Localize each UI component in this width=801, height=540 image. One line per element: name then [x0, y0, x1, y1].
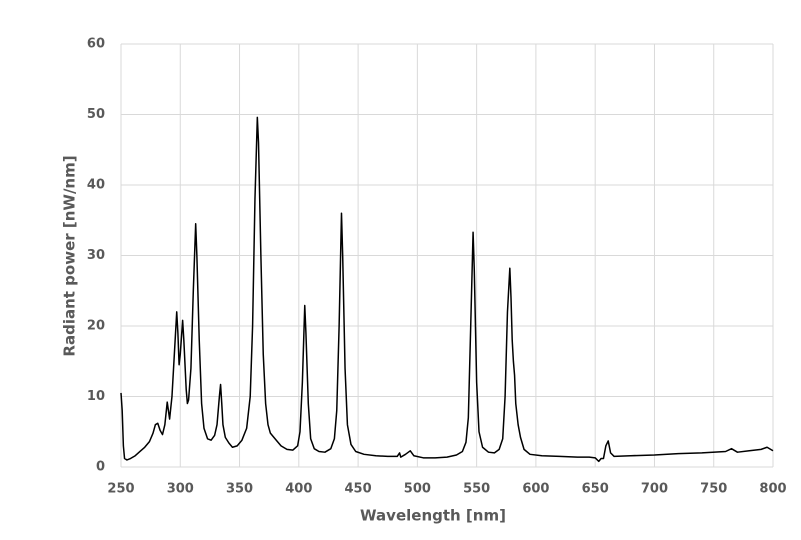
spectrum-line: [120, 116, 774, 463]
x-tick-label: 650: [582, 482, 609, 497]
x-axis-label: Wavelength [nm]: [360, 507, 506, 525]
x-tick-label: 800: [759, 482, 786, 497]
x-tick-label: 700: [641, 482, 668, 497]
x-tick-label: 750: [700, 482, 727, 497]
y-tick-label: 0: [96, 460, 105, 475]
y-tick-label: 60: [87, 37, 105, 52]
x-tick-label: 350: [226, 482, 253, 497]
x-tick-label: 400: [285, 482, 312, 497]
x-tick-label: 600: [522, 482, 549, 497]
x-tick-label: 250: [107, 482, 134, 497]
x-tick-label: 450: [345, 482, 372, 497]
y-tick-label: 20: [87, 319, 105, 334]
y-tick-label: 50: [87, 107, 105, 122]
y-tick-label: 40: [87, 178, 105, 193]
x-tick-label: 500: [404, 482, 431, 497]
y-tick-label: 10: [87, 389, 105, 404]
x-tick-label: 550: [463, 482, 490, 497]
x-tick-label: 300: [167, 482, 194, 497]
y-tick-label: 30: [87, 248, 105, 263]
y-axis-label: Radiant power [nW/nm]: [61, 155, 79, 356]
